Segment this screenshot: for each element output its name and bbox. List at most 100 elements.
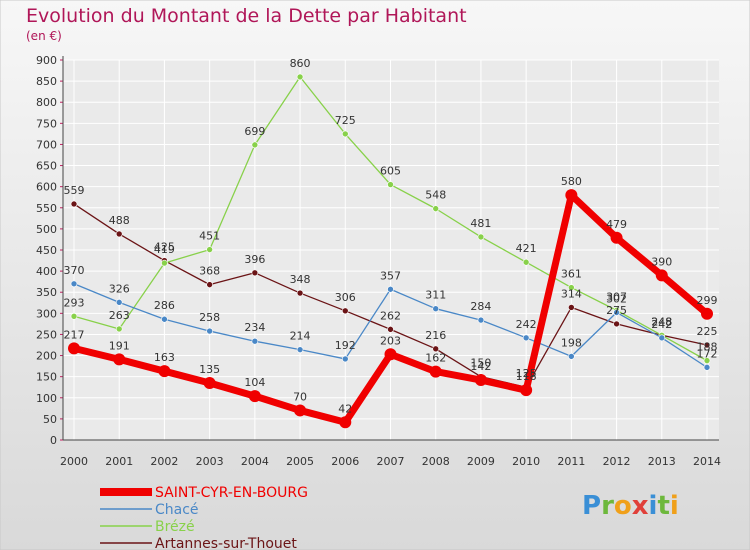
data-label: 699: [244, 125, 265, 138]
data-label: 361: [561, 268, 582, 281]
x-axis-ticks: 2000 2001 2002 2003 2004 2005 2006 2007 2008 2009…: [60, 455, 721, 468]
data-point: [613, 320, 620, 328]
data-label: 163: [154, 351, 175, 364]
data-point: [432, 205, 440, 212]
y-tick-label: 850: [36, 75, 57, 88]
data-point: [68, 342, 80, 355]
data-point: [251, 337, 259, 345]
data-label: 390: [651, 255, 672, 268]
x-tick-label: 2007: [377, 455, 405, 468]
data-point: [113, 353, 126, 366]
legend-item: Chacé: [100, 502, 199, 518]
logo-letter: t: [657, 491, 669, 521]
data-point: [477, 316, 485, 324]
data-label: 275: [606, 304, 627, 317]
data-label: 307: [606, 290, 627, 303]
data-label: 302: [606, 292, 627, 305]
data-label: 248: [651, 315, 672, 328]
data-point: [658, 334, 666, 342]
data-point: [613, 309, 620, 316]
data-label: 479: [606, 218, 627, 231]
data-point: [432, 305, 440, 312]
x-tick-label: 2000: [60, 455, 88, 468]
legend-item: Brézé: [100, 519, 195, 535]
y-tick-label: 600: [36, 181, 57, 194]
y-tick-label: 0: [50, 434, 57, 447]
data-point: [70, 200, 78, 208]
data-label: 311: [425, 289, 446, 302]
data-point: [251, 141, 259, 149]
data-label: 425: [154, 241, 175, 254]
data-label: 214: [290, 330, 311, 343]
data-label: 242: [651, 318, 672, 331]
data-point: [522, 258, 530, 266]
data-point: [115, 230, 123, 238]
data-label: 326: [109, 282, 130, 295]
data-label: 142: [470, 360, 491, 373]
data-point: [701, 307, 713, 320]
y-tick-label: 350: [36, 286, 57, 299]
series-layer: [68, 73, 713, 429]
logo-letter: o: [614, 491, 632, 521]
y-tick-label: 200: [36, 350, 57, 363]
data-point: [703, 364, 711, 371]
data-point: [341, 130, 349, 138]
data-label: 299: [697, 294, 718, 307]
y-tick-label: 250: [36, 328, 57, 341]
logo-text: Proxiti: [582, 491, 679, 521]
data-point: [206, 281, 213, 288]
data-label: 162: [425, 352, 446, 365]
data-label: 135: [199, 363, 220, 376]
y-tick-label: 500: [36, 223, 57, 236]
y-tick-label: 400: [36, 265, 57, 278]
data-label: 488: [109, 214, 130, 227]
data-point: [655, 269, 668, 282]
x-tick-label: 2011: [557, 455, 585, 468]
data-label: 192: [335, 339, 356, 352]
x-tick-label: 2009: [467, 455, 495, 468]
x-tick-label: 2013: [648, 455, 676, 468]
data-point: [206, 246, 213, 253]
y-tick-label: 550: [36, 202, 57, 215]
data-point: [387, 285, 394, 293]
y-tick-label: 100: [36, 392, 57, 405]
logo-letter: P: [582, 491, 601, 521]
data-label: 42: [338, 402, 352, 415]
proxiti-logo: Proxiti: [582, 491, 679, 521]
legend: SAINT-CYR-EN-BOURGChacéBrézéArtannes-sur…: [100, 485, 308, 550]
data-point: [248, 390, 261, 403]
y-tick-label: 450: [36, 244, 57, 257]
data-point: [565, 189, 578, 202]
data-label: 203: [380, 334, 401, 347]
data-point: [161, 259, 168, 267]
data-point: [158, 365, 171, 378]
data-point: [703, 341, 711, 349]
data-point: [387, 181, 394, 188]
chart-title: Evolution du Montant de la Dette par Hab…: [26, 5, 467, 27]
data-label: 314: [561, 287, 582, 300]
legend-item: Artannes-sur-Thouet: [100, 536, 297, 550]
data-point: [203, 377, 216, 389]
series-saint-cyr-en-bourg: [68, 189, 713, 429]
y-tick-label: 700: [36, 138, 57, 151]
x-tick-label: 2004: [241, 455, 269, 468]
y-axis-ticks: 0 50 100 150 200 250 300 350 400 450 500 550 600 650 7…: [36, 54, 57, 447]
data-label: 216: [425, 329, 446, 342]
data-label: 225: [697, 325, 718, 338]
data-point: [115, 299, 123, 306]
data-point: [568, 284, 575, 291]
data-point: [477, 233, 485, 241]
data-label: 234: [244, 321, 265, 334]
data-label: 284: [470, 300, 491, 313]
data-point: [522, 334, 530, 342]
logo-letter: x: [632, 491, 649, 521]
data-point: [610, 231, 623, 244]
data-label: 451: [199, 230, 220, 243]
data-point: [387, 326, 394, 333]
x-tick-label: 2014: [693, 455, 721, 468]
legend-item: SAINT-CYR-EN-BOURG: [100, 485, 308, 501]
data-label: 188: [697, 341, 718, 354]
data-point: [432, 345, 440, 353]
data-label: 263: [109, 309, 130, 322]
